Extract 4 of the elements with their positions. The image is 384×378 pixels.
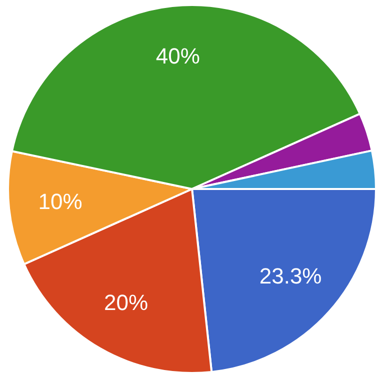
data-label: 23.3% xyxy=(259,264,322,289)
data-label: 20% xyxy=(104,290,148,315)
data-label: 40% xyxy=(156,43,200,68)
data-label: 10% xyxy=(38,189,82,214)
